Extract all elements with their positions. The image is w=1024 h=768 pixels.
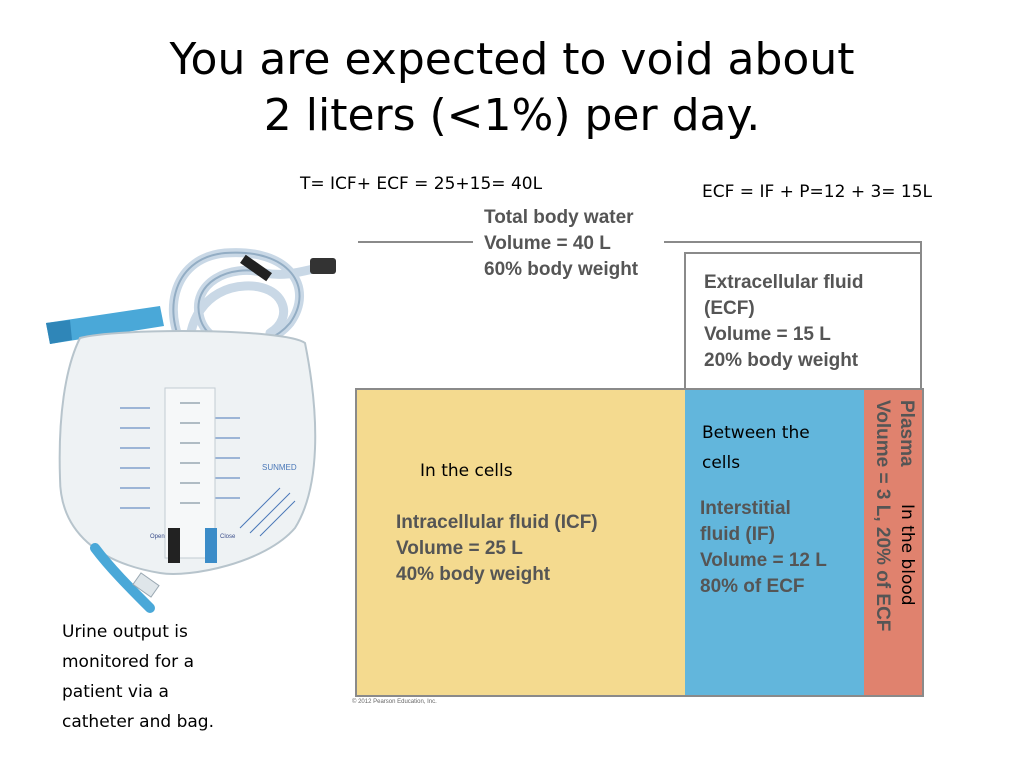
ecf-line: Extracellular fluid — [704, 272, 864, 293]
copyright-text: © 2012 Pearson Education, Inc. — [352, 699, 437, 705]
svg-text:Open: Open — [150, 534, 165, 540]
ecf-equation: ECF = IF + P=12 + 3= 15L — [702, 182, 933, 202]
total-water-bracket-left — [358, 241, 473, 243]
between-cells-note: Between the cells — [702, 418, 810, 478]
plasma-line: Volume = 3 L, 20% of ECF — [872, 400, 893, 632]
title-line-1: You are expected to void about — [169, 34, 855, 85]
image-caption: Urine output is monitored for a patient … — [62, 617, 214, 737]
in-the-cells-note: In the cells — [420, 461, 513, 481]
icf-region — [357, 390, 685, 695]
in-the-blood-note: In the blood — [897, 504, 917, 606]
if-line: 80% of ECF — [700, 576, 805, 597]
svg-text:SUNMED: SUNMED — [262, 463, 297, 472]
total-line: Total body water — [484, 207, 634, 228]
ecf-box — [684, 252, 922, 390]
total-water-bracket-right — [664, 241, 922, 243]
caption-line: monitored for a — [62, 652, 194, 672]
icf-label: Intracellular fluid (ICF) Volume = 25 L … — [396, 510, 598, 588]
icf-line: Volume = 25 L — [396, 538, 523, 559]
total-line: 60% body weight — [484, 259, 639, 280]
interstitial-region — [685, 390, 864, 695]
ecf-line: Volume = 15 L — [704, 324, 831, 345]
if-line: Volume = 12 L — [700, 550, 827, 571]
total-line: Volume = 40 L — [484, 233, 611, 254]
between-line: Between the — [702, 423, 810, 443]
total-water-equation: T= ICF+ ECF = 25+15= 40L — [300, 174, 543, 194]
caption-line: patient via a — [62, 682, 169, 702]
if-line: Interstitial — [700, 498, 791, 519]
between-line: cells — [702, 453, 741, 473]
slide-title: You are expected to void about 2 liters … — [0, 32, 1024, 144]
svg-text:Close: Close — [220, 534, 236, 540]
ecf-line: (ECF) — [704, 298, 755, 319]
catheter-bag-image: Open Close SUNMED — [46, 248, 336, 613]
total-body-water-label: Total body water Volume = 40 L 60% body … — [484, 205, 638, 283]
ecf-label: Extracellular fluid (ECF) Volume = 15 L … — [704, 270, 863, 374]
if-line: fluid (IF) — [700, 524, 775, 545]
caption-line: Urine output is — [62, 622, 188, 642]
title-line-2: 2 liters (<1%) per day. — [263, 90, 761, 141]
total-water-bracket-end — [920, 241, 922, 253]
ecf-line: 20% body weight — [704, 350, 859, 371]
icf-line: 40% body weight — [396, 564, 551, 585]
caption-line: catheter and bag. — [62, 712, 214, 732]
plasma-region — [864, 390, 922, 695]
icf-line: Intracellular fluid (ICF) — [396, 512, 598, 533]
diagram-frame — [355, 388, 924, 697]
interstitial-label: Interstitial fluid (IF) Volume = 12 L 80… — [700, 496, 827, 600]
